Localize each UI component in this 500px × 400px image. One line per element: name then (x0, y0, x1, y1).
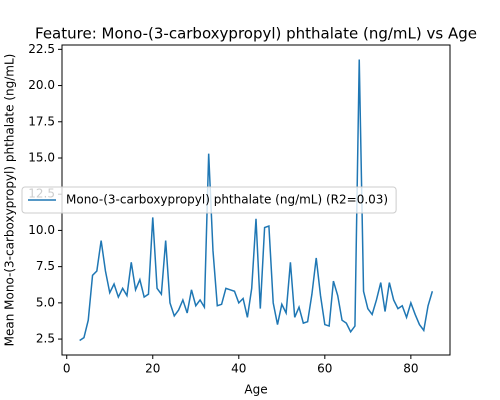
y-tick-label: 5.0 (36, 295, 55, 309)
y-axis-label: Mean Mono-(3-carboxypropyl) phthalate (n… (3, 54, 17, 347)
data-line (79, 59, 434, 342)
y-tick-label: 2.5 (36, 332, 55, 346)
chart-title: Feature: Mono-(3-carboxypropyl) phthalat… (35, 25, 477, 43)
legend-box (21, 186, 397, 214)
y-tick-label: 20.0 (28, 78, 55, 92)
y-tick-label: 7.5 (36, 259, 55, 273)
x-tick-label: 20 (145, 362, 160, 376)
y-tick-label: 10.0 (28, 223, 55, 237)
y-tick-label: 17.5 (28, 114, 55, 128)
x-tick-label: 40 (231, 362, 246, 376)
legend-label: Mono-(3-carboxypropyl) phthalate (ng/mL)… (66, 193, 388, 207)
x-tick-label: 0 (63, 362, 71, 376)
x-axis-label: Age (244, 383, 267, 397)
x-tick-label: 60 (317, 362, 332, 376)
y-tick-label: 15.0 (28, 150, 55, 164)
x-tick-label: 80 (403, 362, 418, 376)
y-tick-label: 22.5 (28, 42, 55, 56)
